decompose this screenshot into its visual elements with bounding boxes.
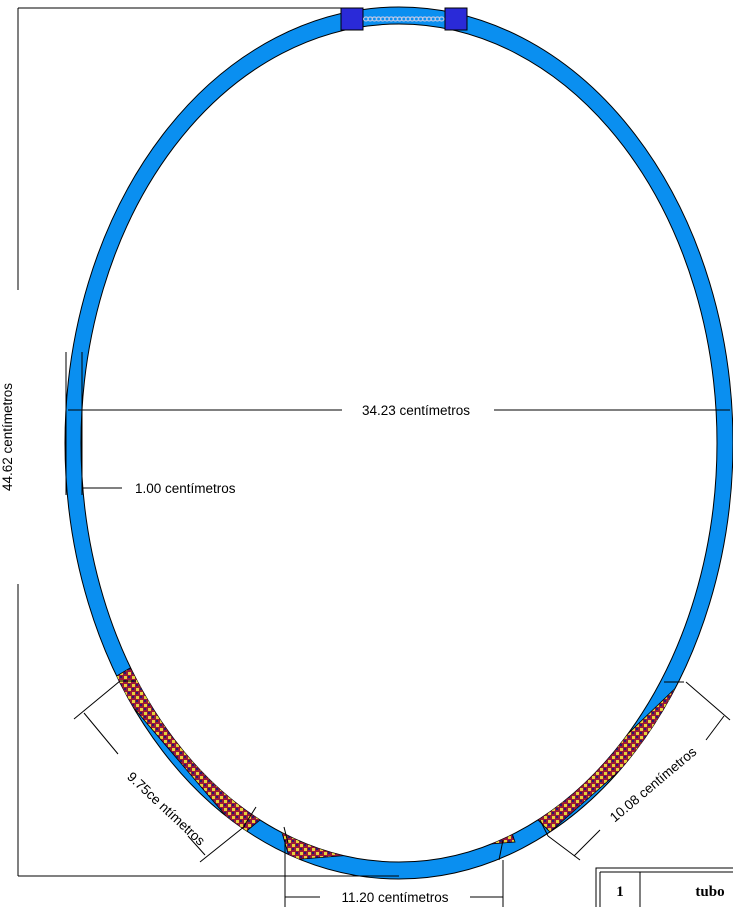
segment-right-dimension [547, 681, 731, 861]
table-row1-number: 1 [616, 884, 624, 900]
height-label: 44.62 centímetros [0, 383, 15, 491]
segment-bottom-dimension [284, 840, 504, 907]
segment-left-dimension [73, 680, 246, 863]
segment-boundaries [120, 680, 684, 861]
table-row1-name: tubo [695, 884, 724, 900]
thickness-dimension [65, 352, 122, 495]
clasp [340, 7, 468, 31]
chain-link [438, 16, 445, 22]
table-frame [595, 867, 733, 907]
clasp-chain [363, 16, 445, 22]
thickness-label: 1.00 centímetros [135, 481, 236, 496]
clasp-left [340, 7, 364, 31]
parts-table: 1 tubo [595, 867, 733, 907]
height-dimension [17, 7, 399, 877]
segment-bottom-label: 11.20 centímetros [341, 890, 448, 905]
width-label: 34.23 centímetros [362, 403, 470, 418]
clasp-right [444, 7, 468, 31]
tube-ring [64, 6, 733, 880]
